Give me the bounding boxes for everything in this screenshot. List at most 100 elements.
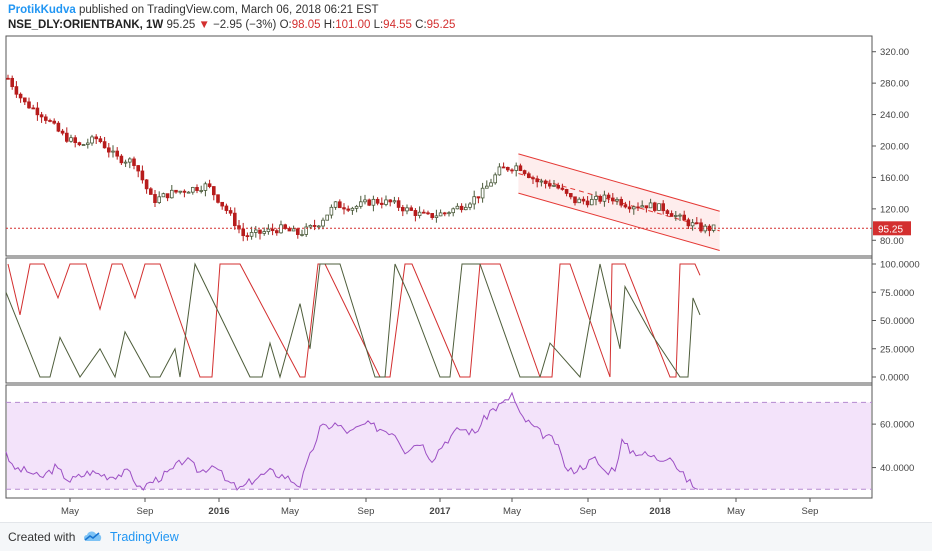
candle (291, 225, 296, 232)
chart-header: ProtikKudva published on TradingView.com… (8, 3, 908, 33)
candle (392, 196, 397, 204)
candle (321, 217, 325, 230)
candle (304, 223, 308, 237)
candle (39, 111, 44, 123)
candle (10, 75, 15, 90)
candle (695, 217, 699, 225)
candle (136, 165, 141, 178)
candle (505, 166, 510, 172)
published-text: published on TradingView.com, March 06, … (78, 4, 379, 16)
rsi-band-fill (7, 402, 871, 490)
header-line-2: NSE_DLY:ORIENTBANK, 1W 95.25 ▼ −2.95 (−3… (8, 18, 908, 33)
candle (27, 97, 31, 109)
x-tick-label: Sep (358, 506, 375, 517)
price-tick-label: 120.00 (880, 204, 909, 215)
stoch-tick-label: 25.0000 (880, 344, 914, 355)
low-value: 94.55 (383, 19, 412, 31)
candle (157, 191, 162, 205)
open-label: O: (279, 19, 292, 31)
symbol-label: NSE_DLY:ORIENTBANK, 1W (8, 19, 164, 31)
header-line-1: ProtikKudva published on TradingView.com… (8, 3, 908, 18)
high-value: 101.00 (335, 19, 371, 31)
price-tick-label: 200.00 (880, 142, 909, 153)
candle (480, 182, 485, 203)
chart-canvas[interactable]: 320.00 280.00 240.00 200.00 160.00 120.00 80.0… (0, 0, 932, 522)
candle (262, 227, 266, 236)
candle (623, 201, 628, 209)
candle (279, 220, 283, 234)
candle (489, 178, 493, 187)
candle (371, 195, 376, 212)
candle (287, 226, 292, 232)
x-tick-label: May (61, 506, 79, 517)
candle (632, 205, 636, 215)
candle (295, 227, 300, 239)
candle (699, 218, 703, 233)
candle (207, 179, 212, 189)
candle (476, 196, 481, 204)
tradingview-brand-link[interactable]: TradingView (110, 530, 179, 544)
stochastic-panel[interactable] (5, 262, 701, 379)
candle (417, 206, 422, 219)
price-panel[interactable] (6, 74, 872, 251)
candle (606, 192, 611, 203)
candle (111, 145, 115, 158)
candle (535, 175, 539, 188)
rsi-tick-label: 60.0000 (880, 420, 914, 431)
x-tick-label: 2017 (429, 506, 450, 517)
candle (514, 162, 518, 177)
candle (300, 229, 304, 237)
candle (127, 157, 132, 169)
candle (615, 197, 619, 205)
rsi-panel[interactable] (5, 391, 872, 491)
candle (199, 185, 204, 194)
candle (409, 205, 413, 212)
candle (140, 165, 145, 184)
candle (379, 197, 384, 209)
candle (484, 180, 489, 189)
candle (245, 232, 250, 241)
price-tick-label: 320.00 (880, 47, 909, 58)
candle (560, 183, 565, 191)
candle (413, 208, 418, 222)
candle (627, 200, 632, 213)
candle (283, 223, 287, 230)
candle (686, 217, 691, 230)
candle (161, 192, 166, 198)
candle (674, 211, 678, 221)
panel-frame (5, 257, 873, 384)
candle (585, 196, 590, 208)
candle (711, 224, 716, 233)
candle (65, 127, 69, 143)
candle (564, 188, 569, 197)
candle (69, 134, 73, 143)
open-value: 98.05 (291, 19, 321, 31)
candle (384, 195, 388, 207)
candle (258, 229, 262, 240)
candle (640, 200, 644, 208)
candle (400, 204, 405, 217)
candle (224, 203, 229, 214)
stoch-tick-label: 50.0000 (880, 316, 914, 327)
candle (648, 198, 653, 209)
x-tick-label: Sep (137, 506, 154, 517)
candle (682, 210, 686, 221)
candle (81, 143, 86, 146)
candle (573, 196, 577, 206)
candle (77, 141, 82, 147)
candle (611, 193, 615, 205)
regression-channel (518, 153, 720, 251)
candle (48, 118, 52, 123)
candle (52, 118, 56, 125)
price-tick-label: 280.00 (880, 79, 909, 90)
candle (60, 128, 65, 136)
candle (169, 185, 174, 199)
candle (186, 191, 191, 194)
candle (657, 203, 661, 211)
candle (18, 92, 23, 103)
candle (447, 211, 451, 217)
candle (653, 201, 657, 213)
candle (552, 179, 556, 187)
author-link[interactable]: ProtikKudva (8, 4, 76, 16)
candle (669, 210, 674, 217)
